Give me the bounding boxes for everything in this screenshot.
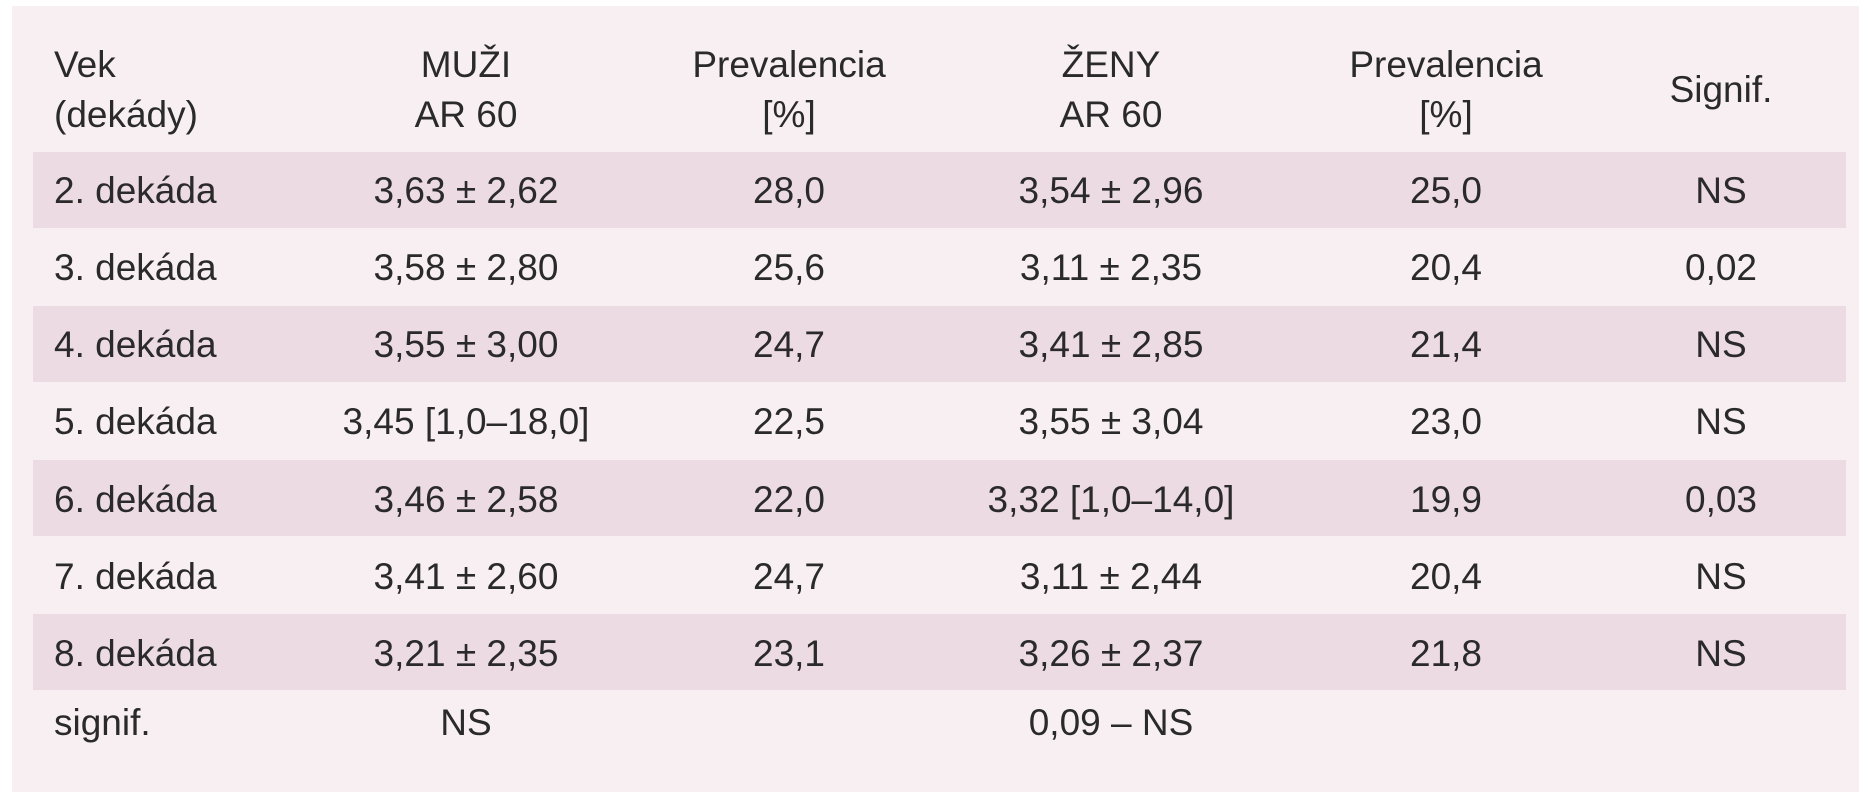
table-cell: 7. dekáda	[54, 556, 217, 597]
table-cell: 3,11 ± 2,35	[1019, 247, 1203, 288]
header-cell: Prevalencia [%]	[1349, 44, 1543, 135]
row-band	[33, 306, 1846, 382]
table-cell: 3,58 ± 2,80	[373, 247, 559, 288]
table-cell: 3,54 ± 2,96	[1018, 170, 1204, 211]
footer-women: 0,09 – NS	[1028, 702, 1194, 743]
table-cell: 3,63 ± 2,62	[373, 170, 559, 211]
table-cell: 21,8	[1409, 633, 1483, 674]
table-cell: 3,41 ± 2,85	[1018, 324, 1204, 365]
table-cell: 3,55 ± 3,00	[373, 324, 559, 365]
table-cell: 3,45 [1,0–18,0]	[342, 401, 590, 442]
table-cell: 3,32 [1,0–14,0]	[987, 479, 1235, 520]
table-cell: NS	[1695, 324, 1747, 365]
header-cell: MUŽI AR 60	[414, 44, 518, 135]
table-cell: NS	[1695, 170, 1747, 211]
table-cell: 8. dekáda	[54, 633, 217, 674]
table-cell: 24,7	[752, 556, 826, 597]
table-cell: 21,4	[1409, 324, 1483, 365]
table-cell: 2. dekáda	[54, 170, 217, 211]
table-cell: 3,46 ± 2,58	[373, 479, 559, 520]
table-cell: 22,5	[752, 401, 826, 442]
table-cell: 3,11 ± 2,44	[1019, 556, 1203, 597]
footer-label: signif.	[54, 702, 151, 743]
table-cell: 4. dekáda	[54, 324, 217, 365]
table-cell: 3,55 ± 3,04	[1018, 401, 1204, 442]
row-band	[33, 152, 1846, 228]
header-cell: Prevalencia [%]	[692, 44, 886, 135]
table-cell: 22,0	[752, 479, 826, 520]
row-band	[33, 614, 1846, 690]
table-cell: 3,26 ± 2,37	[1018, 633, 1204, 674]
table-cell: 20,4	[1409, 556, 1483, 597]
table-cell: 3. dekáda	[54, 247, 217, 288]
table-cell: 23,1	[752, 633, 826, 674]
table-cell: 6. dekáda	[54, 479, 217, 520]
table-cell: 20,4	[1409, 247, 1483, 288]
table-cell: 3,21 ± 2,35	[373, 633, 559, 674]
footer-men: NS	[440, 702, 492, 743]
header-cell: Signif.	[1669, 69, 1773, 110]
table-cell: 23,0	[1409, 401, 1483, 442]
table-cell: NS	[1695, 556, 1747, 597]
table-cell: 24,7	[752, 324, 826, 365]
table-cell: 0,03	[1684, 479, 1758, 520]
table-cell: 25,0	[1409, 170, 1483, 211]
table-cell: 0,02	[1684, 247, 1758, 288]
table-cell: 19,9	[1409, 479, 1483, 520]
table-cell: 3,41 ± 2,60	[373, 556, 559, 597]
row-band	[33, 460, 1846, 536]
header-cell: Vek (dekády)	[54, 44, 198, 135]
table-cell: 28,0	[752, 170, 826, 211]
table-cell: NS	[1695, 401, 1747, 442]
table-cell: 5. dekáda	[54, 401, 217, 442]
header-cell: ŽENY AR 60	[1059, 44, 1163, 135]
table-cell: NS	[1695, 633, 1747, 674]
table-cell: 25,6	[752, 247, 826, 288]
